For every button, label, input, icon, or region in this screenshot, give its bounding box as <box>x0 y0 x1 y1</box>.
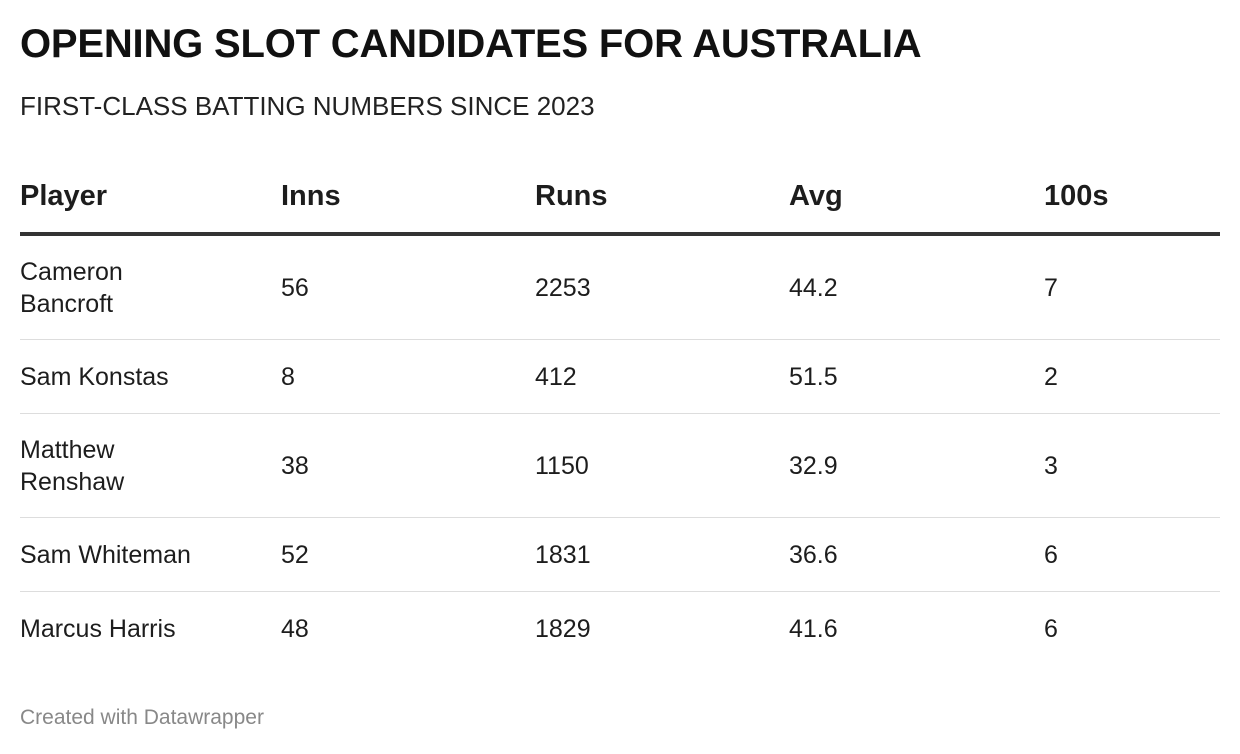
hundreds-cell: 6 <box>1044 517 1220 592</box>
column-header-inns[interactable]: Inns <box>281 160 535 236</box>
table-row: Marcus Harris 48 1829 41.6 6 <box>20 592 1220 666</box>
hundreds-cell: 6 <box>1044 614 1058 643</box>
column-header-player[interactable]: Player <box>20 160 281 236</box>
header-row: Player Inns Runs Avg 100s <box>20 160 1220 236</box>
inns-cell: 38 <box>281 413 535 518</box>
avg-cell: 32.9 <box>789 413 1044 518</box>
runs-cell: 1831 <box>535 517 789 592</box>
hundreds-cell: 7 <box>1044 234 1220 340</box>
inns-cell: 48 <box>281 614 309 643</box>
inns-cell: 52 <box>281 517 535 592</box>
column-header-avg[interactable]: Avg <box>789 160 1044 236</box>
player-cell: Sam Konstas <box>20 339 281 414</box>
table-row: Sam Konstas 8 412 51.5 2 <box>20 339 1220 414</box>
inns-cell: 56 <box>281 234 535 340</box>
inns-cell: 8 <box>281 339 535 414</box>
table-row: Cameron Bancroft 56 2253 44.2 7 <box>20 234 1220 340</box>
avg-cell: 41.6 <box>789 614 838 643</box>
avg-cell: 36.6 <box>789 517 1044 592</box>
column-header-runs[interactable]: Runs <box>535 160 789 236</box>
avg-cell: 44.2 <box>789 234 1044 340</box>
hundreds-cell: 3 <box>1044 413 1220 518</box>
player-cell: Cameron Bancroft <box>20 234 281 340</box>
chart-subtitle: FIRST-CLASS BATTING NUMBERS SINCE 2023 <box>20 91 595 121</box>
runs-cell: 1150 <box>535 413 789 518</box>
table-row: Matthew Renshaw 38 1150 32.9 3 <box>20 413 1220 518</box>
player-cell: Matthew Renshaw <box>20 413 281 518</box>
chart-title: OPENING SLOT CANDIDATES FOR AUSTRALIA <box>20 22 922 66</box>
footer-credit: Created with Datawrapper <box>20 706 264 729</box>
column-header-100s[interactable]: 100s <box>1044 160 1220 236</box>
avg-cell: 51.5 <box>789 339 1044 414</box>
runs-cell: 1829 <box>535 614 591 643</box>
hundreds-cell: 2 <box>1044 339 1220 414</box>
batting-table: Player Inns Runs Avg 100s Cameron Bancro… <box>20 160 1220 665</box>
player-cell: Sam Whiteman <box>20 517 281 592</box>
runs-cell: 412 <box>535 339 789 414</box>
runs-cell: 2253 <box>535 234 789 340</box>
player-cell: Marcus Harris <box>20 614 176 643</box>
table-row: Sam Whiteman 52 1831 36.6 6 <box>20 517 1220 592</box>
